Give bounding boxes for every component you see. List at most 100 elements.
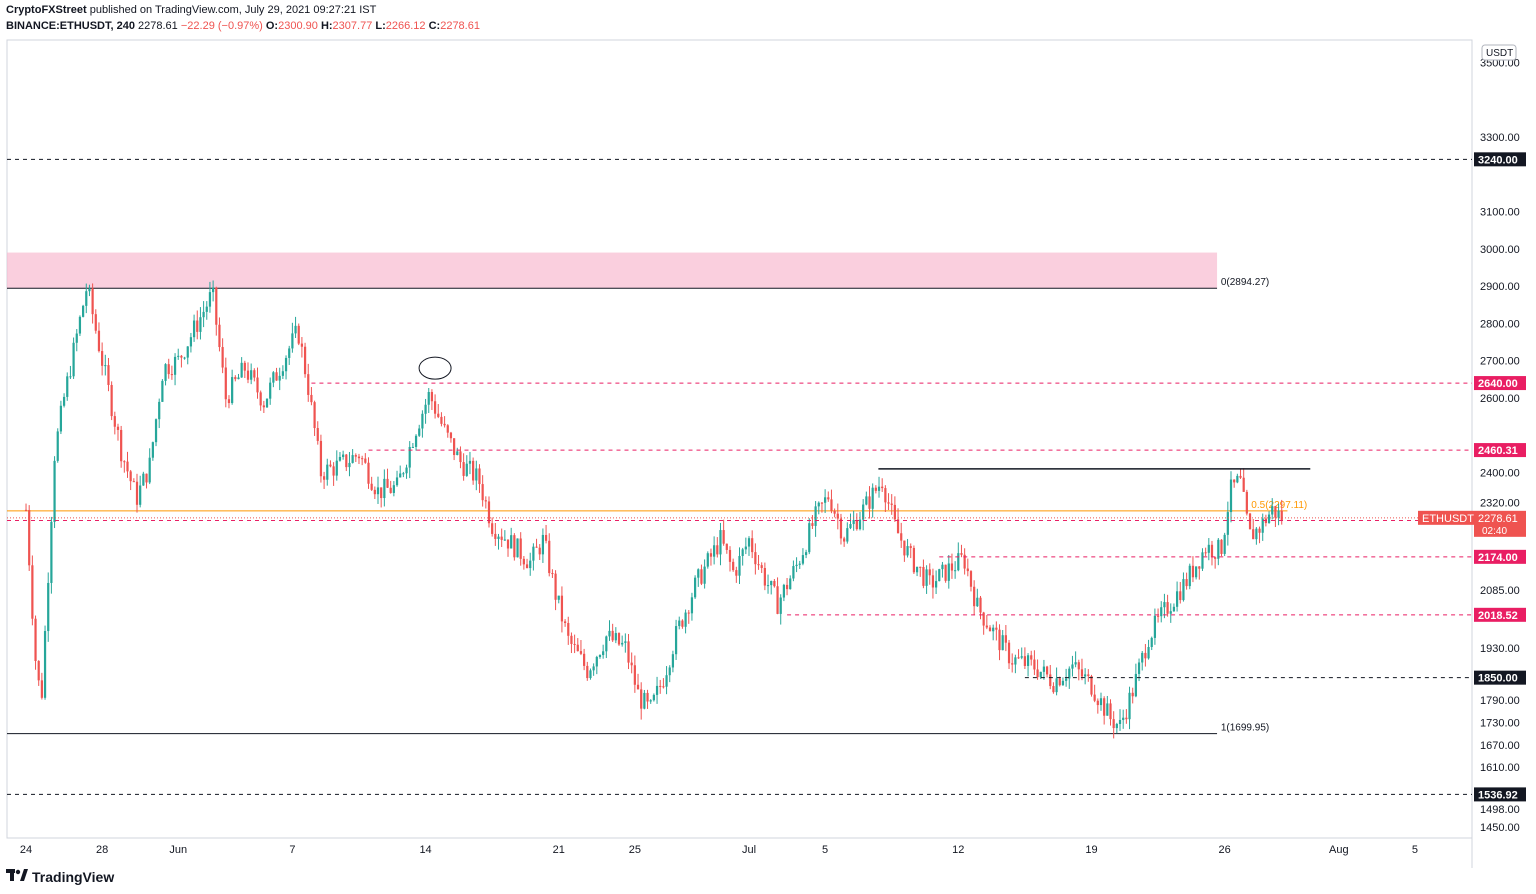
candle-body (1030, 655, 1033, 660)
candle-body (868, 496, 871, 509)
candle-body (322, 476, 326, 480)
candle-body (427, 392, 430, 405)
candle-body (608, 630, 611, 637)
symbol-name[interactable]: BINANCE:ETHUSDT, 240 (6, 20, 135, 32)
candle-body (754, 552, 757, 565)
y-tick-label: 2600.00 (1480, 393, 1520, 405)
candle-body (231, 377, 234, 404)
candle-body (395, 477, 399, 486)
candle-body (1007, 642, 1011, 664)
candle-body (954, 570, 957, 572)
candle-body (40, 680, 43, 698)
candle-body (947, 563, 950, 581)
candle-body (1023, 656, 1026, 666)
last-price: 2278.61 (138, 20, 178, 32)
publisher-line: CryptoFXStreet published on TradingView.… (6, 4, 376, 16)
candle-body (944, 564, 947, 581)
candle-body (1039, 671, 1042, 678)
candle-body (158, 401, 161, 420)
candle-body (1071, 664, 1074, 669)
candle-body (1084, 674, 1087, 677)
candle-body (1144, 652, 1147, 659)
level-badge (1474, 549, 1526, 564)
candle-body (763, 568, 766, 586)
candle-body (595, 656, 598, 667)
candle-body (1001, 635, 1004, 651)
fib-level-label: 1(1699.95) (1221, 723, 1269, 734)
candle-body (456, 451, 459, 456)
candle-body (59, 405, 63, 432)
candle-body (1074, 662, 1077, 665)
candle-body (557, 595, 560, 600)
candle-body (779, 597, 782, 614)
candle-body (376, 487, 380, 495)
candle-body (142, 473, 145, 486)
candle-body (1099, 698, 1103, 706)
candle-body (411, 446, 414, 448)
candle-body (1065, 678, 1068, 681)
candle-body (294, 325, 297, 334)
currency-label: USDT (1486, 48, 1513, 59)
candle-body (440, 416, 443, 424)
y-tick-label: 2900.00 (1480, 281, 1520, 293)
candle-body (833, 510, 836, 514)
candle-body (858, 519, 862, 530)
y-tick-label: 3100.00 (1480, 207, 1520, 219)
candle-body (177, 355, 180, 357)
candle-body (747, 538, 751, 547)
candle-body (624, 641, 627, 643)
high-value: 2307.77 (332, 20, 373, 32)
countdown-label: 02:40 (1482, 526, 1507, 537)
candle-body (592, 666, 595, 671)
candle-body (706, 553, 709, 567)
level-badge (1474, 376, 1526, 391)
candle-body (465, 463, 468, 476)
candle-body (78, 316, 82, 334)
candle-body (690, 597, 694, 614)
candle-body (170, 374, 174, 376)
candle-body (123, 461, 126, 463)
candle-body (199, 317, 202, 332)
candle-body (627, 641, 630, 663)
candle-body (1163, 602, 1166, 608)
candle-body (931, 575, 935, 588)
candle-body (506, 539, 510, 549)
candle-body (649, 700, 652, 702)
candle-body (687, 612, 690, 614)
y-tick-label: 2320.00 (1480, 497, 1520, 509)
candle-body (655, 685, 659, 695)
candle-body (963, 554, 966, 569)
candle-body (776, 586, 779, 614)
publisher-name[interactable]: CryptoFXStreet (6, 4, 87, 16)
low-label: L: (375, 20, 386, 32)
candle-body (408, 446, 411, 468)
candle-body (364, 458, 367, 463)
candle-body (297, 325, 300, 344)
candle-body (468, 460, 472, 464)
candle-body (307, 374, 310, 395)
candle-body (573, 643, 576, 645)
candle-body (824, 497, 827, 503)
candle-body (265, 398, 269, 408)
candle-body (617, 633, 621, 645)
candle-body (1026, 655, 1030, 666)
candle-body (1258, 528, 1261, 533)
footer-brand[interactable]: TradingView (6, 868, 114, 886)
candle-body (1166, 602, 1169, 614)
candle-body (1223, 534, 1226, 554)
candle-body (503, 539, 506, 541)
candle-body (709, 553, 713, 557)
candle-body (548, 540, 551, 574)
candle-body (145, 473, 148, 483)
candle-body (335, 460, 338, 476)
candle-body (893, 504, 896, 520)
candle-body (678, 620, 681, 627)
candle-body (1169, 611, 1172, 614)
candle-body (62, 396, 66, 406)
candle-body (66, 376, 69, 397)
candle-body (865, 496, 868, 505)
candle-body (243, 362, 246, 371)
candle-body (101, 351, 104, 366)
symbol-tag (1418, 510, 1474, 525)
